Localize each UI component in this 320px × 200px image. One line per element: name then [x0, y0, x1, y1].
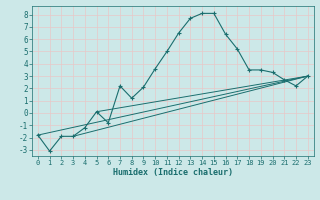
X-axis label: Humidex (Indice chaleur): Humidex (Indice chaleur): [113, 168, 233, 177]
